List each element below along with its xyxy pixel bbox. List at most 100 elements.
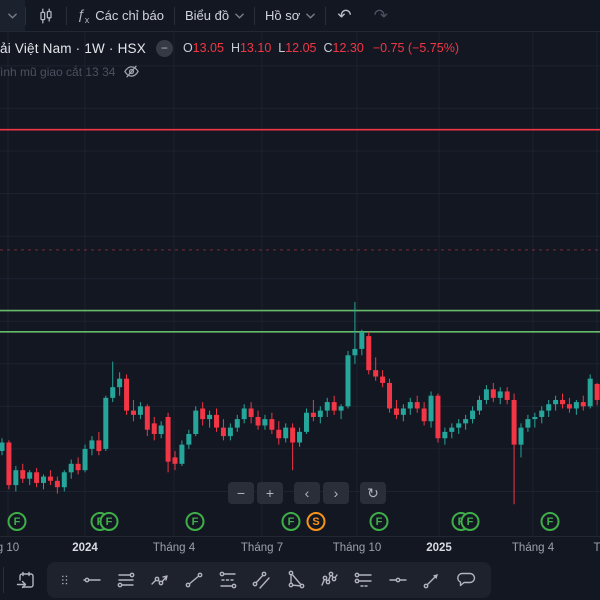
- low-value: 12.05: [285, 41, 317, 55]
- fib-retracement-tool-button[interactable]: [212, 565, 243, 595]
- fib-channel-tool-button[interactable]: [348, 565, 379, 595]
- callout-tool-button[interactable]: [450, 565, 481, 595]
- trend-polyline-icon: [150, 575, 168, 586]
- time-axis-label: Tháng 7: [240, 542, 284, 554]
- horizontal-line-tool-button[interactable]: [76, 565, 107, 595]
- profile-menu-button[interactable]: Hồ sơ: [255, 0, 325, 31]
- time-axis-label: Tháng 10: [332, 542, 382, 554]
- time-axis[interactable]: g 10 2024 Tháng 4 Tháng 7 Tháng 10 2025 Tháng …: [0, 536, 600, 561]
- chart-menu-button[interactable]: Biểu đồ: [175, 0, 254, 31]
- dividend-event-badge[interactable]: F: [281, 512, 301, 531]
- collapse-legend-button[interactable]: −: [155, 39, 173, 57]
- undo-icon: ↶: [337, 5, 352, 25]
- close-value: 12.30: [332, 41, 364, 55]
- ohlc-values: O13.05 H13.10 L12.05 C12.30 −0.75 (−5.75…: [183, 41, 459, 55]
- go-to-date-button[interactable]: [9, 563, 43, 597]
- toolbar-divider: [325, 6, 327, 25]
- reset-chart-button[interactable]: ↻: [360, 482, 386, 504]
- horizontal-lines-tool-button[interactable]: [110, 565, 141, 595]
- dividend-event-badge[interactable]: F: [99, 512, 119, 531]
- dividend-event-badge[interactable]: F: [369, 512, 389, 531]
- drag-handle-icon: [62, 575, 68, 585]
- indicator-legend-label[interactable]: ình mũ giao cắt 13 34: [0, 64, 116, 79]
- chart-nav-controls: − + ‹ › ↻: [228, 482, 386, 504]
- indicators-label: Các chỉ báo: [95, 8, 164, 23]
- horizontal-lines-icon: [117, 572, 134, 588]
- parallel-channel-tool-button[interactable]: [246, 565, 277, 595]
- chevron-down-icon: [8, 12, 17, 19]
- minus-icon: −: [160, 41, 168, 55]
- open-value: 13.05: [192, 41, 224, 55]
- chart-menu-label: Biểu đồ: [184, 8, 230, 23]
- trend-line-tool-button[interactable]: [178, 565, 209, 595]
- triangle-pattern-icon: [288, 570, 304, 589]
- open-label: O: [182, 41, 193, 55]
- eye-slash-icon[interactable]: [123, 63, 140, 80]
- redo-icon: ↷: [373, 5, 388, 25]
- time-axis-label: T: [593, 542, 600, 554]
- pan-right-button[interactable]: ›: [323, 482, 349, 504]
- zoom-out-button[interactable]: −: [228, 482, 254, 504]
- toolbar-divider: [3, 567, 4, 593]
- time-axis-label: Tháng 4: [152, 542, 196, 554]
- split-event-badge[interactable]: S: [306, 512, 326, 531]
- toolbar-divider: [25, 6, 26, 25]
- close-label: C: [323, 41, 333, 55]
- trend-polyline-tool-button[interactable]: [144, 565, 175, 595]
- toolbar-divider: [254, 6, 256, 25]
- chart-legend: ải Việt Nam · 1W · HSX − O13.05 H13.10 L…: [0, 38, 459, 80]
- chevron-down-icon: [235, 12, 244, 19]
- reset-icon: ↻: [367, 484, 379, 501]
- triangle-pattern-tool-button[interactable]: [280, 565, 311, 595]
- horizontal-line-icon: [82, 577, 101, 583]
- elliott-wave-tool-button[interactable]: [314, 565, 345, 595]
- undo-button[interactable]: ↶: [326, 6, 362, 26]
- fx-icon: ƒx: [77, 6, 90, 25]
- dividend-event-badge[interactable]: F: [185, 512, 205, 531]
- high-label: H: [230, 41, 240, 55]
- plus-icon: +: [265, 485, 275, 501]
- change-value: −0.75 (−5.75%): [372, 41, 459, 55]
- elliott-wave-icon: [320, 571, 338, 586]
- parallel-channel-icon: [252, 571, 270, 589]
- trend-line-icon: [185, 572, 202, 588]
- go-to-date-icon: [16, 571, 34, 589]
- horizontal-ray-icon: [388, 577, 407, 583]
- horizontal-ray-tool-button[interactable]: [382, 565, 413, 595]
- redo-button[interactable]: ↷: [363, 6, 399, 26]
- toolbar-divider: [173, 6, 175, 25]
- pan-left-button[interactable]: ‹: [294, 482, 320, 504]
- arrow-marker-tool-button[interactable]: [416, 565, 447, 595]
- arrow-marker-icon: [423, 574, 438, 589]
- top-toolbar: ƒx Các chỉ báo Biểu đồ Hồ sơ ↶ ↷: [0, 0, 600, 32]
- fib-retracement-icon: [219, 571, 236, 589]
- chevron-right-icon: ›: [333, 485, 339, 501]
- low-label: L: [278, 41, 286, 55]
- bottom-toolbar: [0, 560, 600, 600]
- profile-menu-label: Hồ sơ: [265, 8, 301, 23]
- dividend-event-badge[interactable]: F: [7, 512, 27, 531]
- dividend-event-badge[interactable]: F: [460, 512, 480, 531]
- candlestick-icon: [40, 8, 52, 23]
- chevron-down-icon: [306, 12, 316, 19]
- collapse-panel-button[interactable]: [0, 0, 25, 31]
- indicators-button[interactable]: ƒx Các chỉ báo: [67, 0, 174, 31]
- time-axis-label: g 10: [0, 542, 20, 554]
- high-value: 13.10: [239, 41, 272, 55]
- time-axis-label: Tháng 4: [511, 542, 555, 554]
- chevron-left-icon: ‹: [304, 485, 310, 501]
- callout-icon: [456, 572, 475, 587]
- drawing-tools-palette: [47, 562, 491, 598]
- symbol-title[interactable]: ải Việt Nam · 1W · HSX: [0, 40, 146, 56]
- time-axis-label: 2025: [426, 542, 452, 554]
- toolbar-divider: [66, 6, 67, 25]
- fib-channel-icon: [354, 572, 372, 587]
- palette-drag-handle[interactable]: [57, 565, 73, 595]
- zoom-in-button[interactable]: +: [257, 482, 283, 504]
- dividend-event-badge[interactable]: F: [540, 512, 560, 531]
- chart-style-button[interactable]: [26, 0, 66, 31]
- minus-icon: −: [236, 485, 246, 501]
- time-axis-label: 2024: [72, 542, 98, 554]
